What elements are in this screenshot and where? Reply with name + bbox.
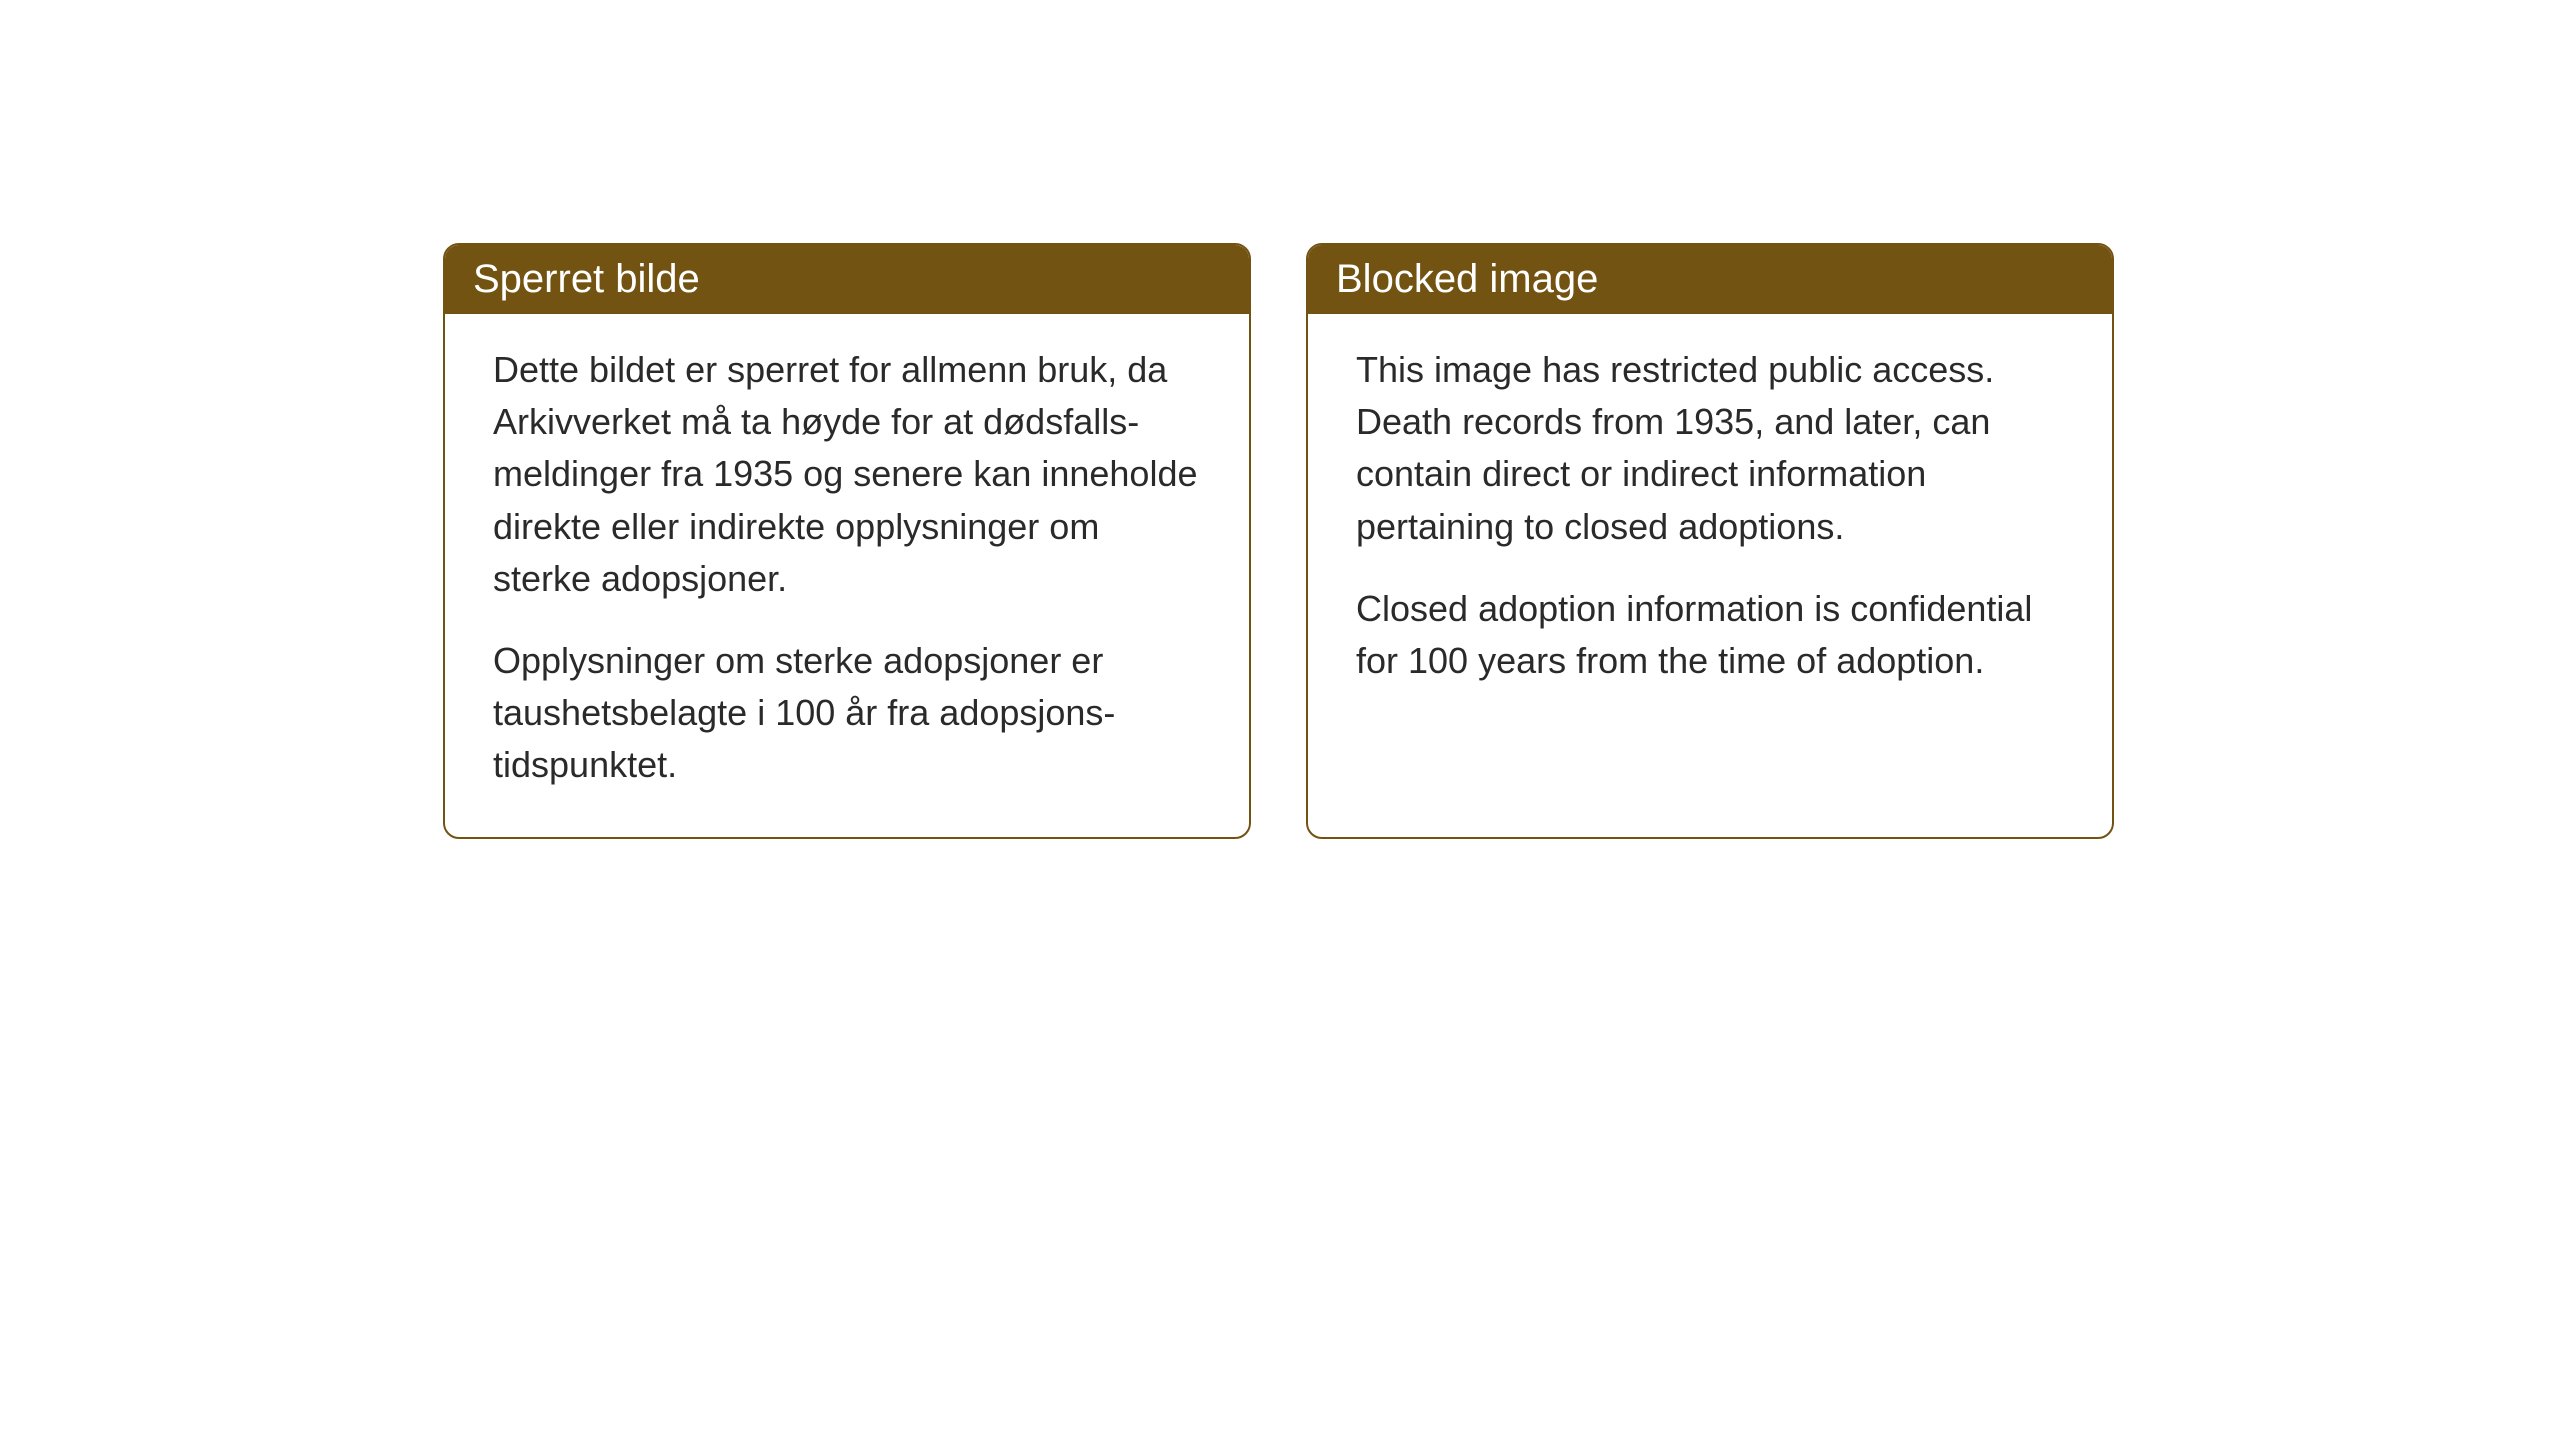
card-paragraph-1-en: This image has restricted public access.… xyxy=(1356,344,2064,553)
card-paragraph-2-no: Opplysninger om sterke adopsjoner er tau… xyxy=(493,635,1201,792)
blocked-image-card-en: Blocked image This image has restricted … xyxy=(1306,243,2114,839)
blocked-image-card-no: Sperret bilde Dette bildet er sperret fo… xyxy=(443,243,1251,839)
card-body-no: Dette bildet er sperret for allmenn bruk… xyxy=(445,314,1249,837)
card-paragraph-2-en: Closed adoption information is confident… xyxy=(1356,583,2064,687)
notice-container: Sperret bilde Dette bildet er sperret fo… xyxy=(443,243,2114,839)
card-body-en: This image has restricted public access.… xyxy=(1308,314,2112,732)
card-paragraph-1-no: Dette bildet er sperret for allmenn bruk… xyxy=(493,344,1201,605)
card-header-no: Sperret bilde xyxy=(445,245,1249,314)
card-header-en: Blocked image xyxy=(1308,245,2112,314)
